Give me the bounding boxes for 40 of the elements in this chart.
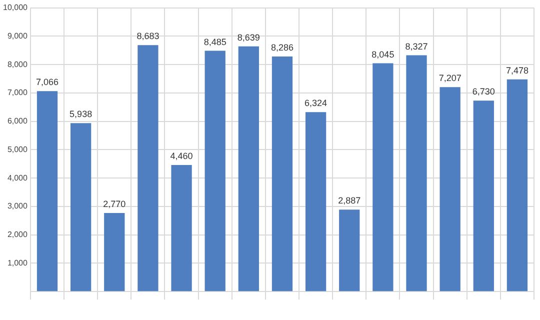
y-tick-label: 2,000: [7, 230, 28, 240]
bar: [272, 56, 293, 292]
y-tick-label: 8,000: [7, 60, 28, 69]
y-tick-label: 1,000: [7, 258, 28, 268]
y-tick-label: 10,000: [3, 3, 28, 12]
bar: [406, 55, 427, 292]
bar: [506, 79, 528, 292]
bar: [305, 112, 326, 292]
data-label: 8,327: [405, 41, 428, 52]
bar: [238, 46, 259, 292]
bar: [473, 100, 494, 292]
y-tick-label: 5,000: [7, 144, 28, 154]
data-label: 8,639: [237, 32, 260, 42]
y-tick-label: 4,000: [7, 173, 28, 182]
data-label: 8,045: [372, 49, 394, 60]
data-label: 2,770: [103, 198, 126, 209]
data-label: 8,485: [204, 36, 226, 47]
bar: [70, 123, 92, 292]
bar: [36, 91, 58, 292]
data-label: 2,887: [338, 196, 361, 206]
y-tick-label: 3,000: [7, 202, 28, 211]
data-label: 7,207: [438, 73, 462, 84]
y-tick-label: 7,000: [7, 88, 28, 98]
bar: [171, 165, 192, 292]
bar: [104, 212, 125, 292]
y-tick-label: 6,000: [7, 116, 28, 126]
data-label: 5,938: [70, 109, 92, 120]
bar: [372, 63, 394, 292]
data-label: 7,478: [506, 65, 528, 76]
data-label: 8,286: [270, 42, 294, 52]
data-label: 7,066: [36, 77, 59, 88]
data-label: 4,460: [170, 151, 193, 162]
data-label: 6,730: [472, 86, 495, 97]
data-label: 6,324: [304, 98, 328, 108]
bar: [339, 210, 360, 292]
y-tick-label: 9,000: [7, 31, 28, 40]
bar: [440, 87, 460, 292]
bar: [138, 45, 158, 292]
data-label: 8,683: [136, 31, 160, 42]
bar: [204, 50, 226, 292]
